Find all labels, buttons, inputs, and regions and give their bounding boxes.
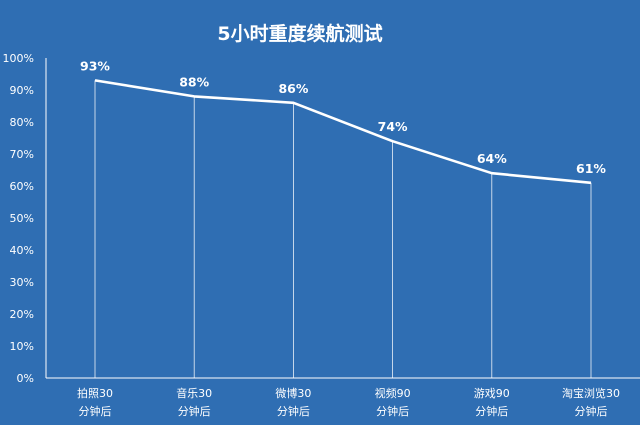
x-tick-label: 淘宝浏览30 分钟后: [562, 386, 620, 418]
data-labels: 93% 88% 86% 74% 64% 61%: [80, 58, 606, 175]
x-tick-label: 视频90 分钟后: [375, 386, 411, 418]
x-tick-label: 游戏90 分钟后: [474, 387, 510, 418]
y-tick-label: 50%: [10, 212, 34, 225]
y-tick-label: 20%: [10, 308, 34, 321]
series-line: [94, 79, 592, 185]
y-tick-label: 100%: [3, 52, 34, 65]
x-tick-label: 拍照30 分钟后: [77, 386, 113, 418]
x-tick-label: 微博30 分钟后: [275, 386, 311, 418]
y-tick-label: 0%: [17, 372, 34, 385]
data-label: 74%: [378, 119, 408, 134]
drop-lines: [94, 80, 592, 378]
data-label: 88%: [179, 74, 209, 89]
y-tick-label: 70%: [10, 148, 34, 161]
chart-title: 5小时重度续航测试: [217, 22, 382, 45]
y-tick-label: 10%: [10, 340, 34, 353]
y-tick-label: 40%: [10, 244, 34, 257]
y-tick-label: 80%: [10, 116, 34, 129]
data-label: 64%: [477, 151, 507, 166]
series-battery: [94, 79, 592, 185]
x-tick-label: 音乐30 分钟后: [176, 386, 212, 418]
y-tick-label: 30%: [10, 276, 34, 289]
y-axis: 0% 10% 20% 30% 40% 50% 60% 70% 80% 90% 100%: [3, 52, 47, 385]
data-label: 86%: [278, 81, 308, 96]
x-axis: 拍照30 分钟后 音乐30 分钟后 微博30 分钟后 视频90 分钟后 游戏90 分钟后 淘宝浏览3…: [46, 377, 640, 418]
data-label: 61%: [576, 161, 606, 176]
y-tick-label: 90%: [10, 84, 34, 97]
data-label: 93%: [80, 58, 110, 73]
y-tick-label: 60%: [10, 180, 34, 193]
